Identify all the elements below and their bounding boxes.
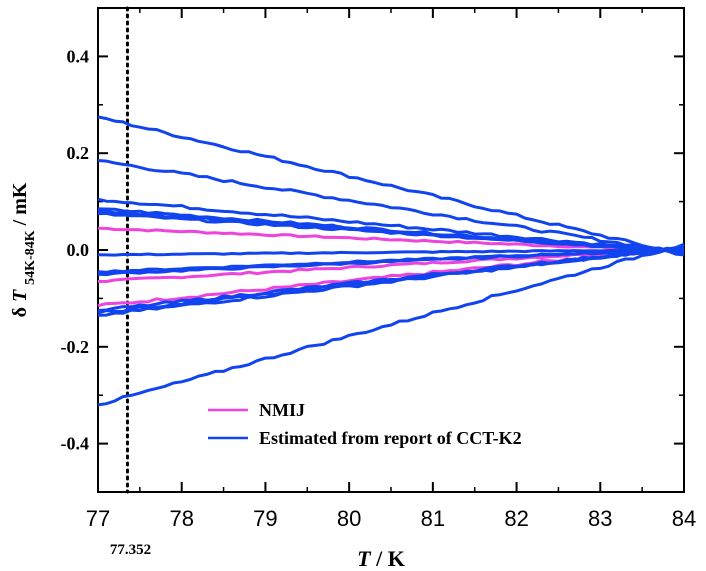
x-axis-title: T / K xyxy=(357,546,405,571)
x-tick-label: 77 xyxy=(86,506,110,531)
cct-k2-line-9 xyxy=(97,247,685,277)
x-tick-label: 84 xyxy=(672,506,696,531)
y-tick-label: -0.4 xyxy=(61,434,90,454)
y-tick-label: 0.0 xyxy=(67,240,90,260)
legend-label-1: NMIJ xyxy=(259,400,305,420)
legend: NMIJ Estimated from report of CCT-K2 xyxy=(208,400,522,448)
x-tick-label: 80 xyxy=(337,506,361,531)
cct-k2-line-13 xyxy=(97,242,685,407)
labels-group: 77 78 79 80 81 82 83 84 -0.4 -0.2 0.0 0.2 0.4 77.352 T… xyxy=(9,46,696,571)
cct-k2-line-7 xyxy=(97,247,685,257)
series-group xyxy=(97,115,685,407)
x-tick-label: 79 xyxy=(253,506,277,531)
cct-k2-line-6 xyxy=(97,211,685,254)
cct-k2-line-2 xyxy=(97,159,685,255)
y-tick-label: -0.2 xyxy=(61,337,90,357)
cct-k2-line-1 xyxy=(97,115,685,257)
x-tick-label: 78 xyxy=(169,506,193,531)
y-tick-label: 0.4 xyxy=(67,46,90,66)
x-tick-label: 82 xyxy=(504,506,528,531)
cct-k2-line-12 xyxy=(97,246,685,317)
x-tick-label: 83 xyxy=(588,506,612,531)
nmij-line-2 xyxy=(98,247,685,283)
y-axis-title: δ T 54K-84K / mK xyxy=(9,182,38,317)
x-tick-label: 81 xyxy=(421,506,445,531)
y-tick-label: 0.2 xyxy=(67,143,90,163)
legend-label-2: Estimated from report of CCT-K2 xyxy=(259,428,522,448)
reference-annotation: 77.352 xyxy=(110,542,151,558)
